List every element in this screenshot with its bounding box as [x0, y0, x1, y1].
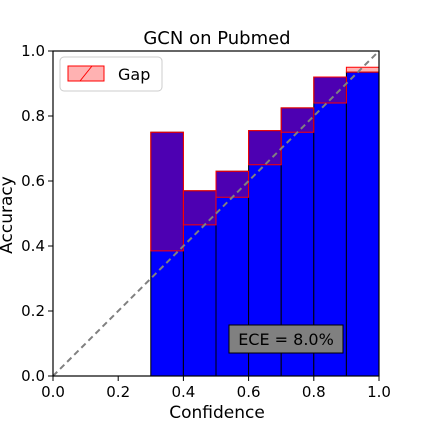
x-tick-label: 1.0 — [367, 383, 391, 401]
legend: Gap — [59, 56, 163, 92]
accuracy-bar — [345, 71, 380, 377]
ece-annotation-box — [228, 324, 344, 354]
y-tick-label: 0.6 — [21, 172, 45, 190]
gap-layer — [150, 66, 380, 252]
y-tick-label: 0.8 — [21, 107, 45, 125]
gap-bar — [150, 131, 184, 252]
legend-label-gap: Gap — [118, 65, 150, 84]
x-tick-label: 0.2 — [106, 383, 130, 401]
gap-bar — [215, 170, 250, 198]
gap-bar — [345, 66, 380, 73]
perfect-calibration-line — [52, 50, 380, 377]
y-tick-label: 0.0 — [21, 367, 45, 385]
x-tick-label: 0.8 — [302, 383, 326, 401]
ece-annotation: ECE = 8.0% — [228, 324, 344, 354]
x-tick-label: 0.0 — [41, 383, 65, 401]
legend-swatch-hatch — [79, 65, 93, 82]
y-tick-label: 0.4 — [21, 237, 45, 255]
y-axis-label: Accuracy — [0, 176, 17, 254]
y-tick-label: 0.2 — [21, 302, 45, 320]
y-axis-ticks: 0.0 0.2 0.4 0.6 0.8 1.0 — [21, 42, 53, 385]
x-axis-ticks: 0.0 0.2 0.4 0.6 0.8 1.0 — [41, 376, 391, 401]
x-axis-label: Confidence — [169, 403, 265, 423]
x-tick-label: 0.4 — [171, 383, 195, 401]
x-tick-label: 0.6 — [237, 383, 261, 401]
gap-bar — [248, 130, 282, 166]
plot-frame — [52, 50, 380, 377]
ece-annotation-text: ECE = 8.0% — [238, 330, 334, 349]
chart-title: GCN on Pubmed — [143, 28, 290, 49]
y-tick-label: 1.0 — [21, 42, 45, 60]
